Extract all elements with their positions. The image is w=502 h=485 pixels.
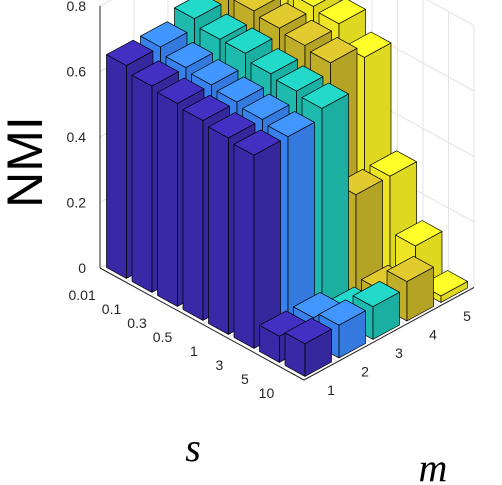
- z-tick-label: 0.6: [67, 64, 87, 80]
- axis-line: [303, 287, 475, 381]
- bar-m1-s10: [284, 317, 332, 377]
- z-tick-label: 0.8: [67, 0, 87, 14]
- bar-face-top: [250, 48, 298, 75]
- bar-face-front: [106, 54, 127, 279]
- bar-face-top: [191, 59, 239, 86]
- m-axis-label: m: [419, 445, 448, 485]
- z-tick-label: 0.2: [67, 195, 87, 211]
- bar-face-top: [216, 76, 264, 103]
- z-tick-label: 0: [78, 260, 86, 276]
- m-tick-label: 1: [327, 382, 335, 398]
- bar-face-top: [310, 37, 358, 64]
- bar-face-top: [157, 77, 205, 104]
- bar-face-front: [157, 92, 178, 307]
- bar-face-front: [182, 109, 204, 321]
- bar-face-side: [321, 93, 349, 312]
- bar-face-front: [131, 74, 153, 293]
- bar-face-top: [318, 0, 366, 25]
- bar-face-top: [284, 19, 332, 46]
- bar-face-top: [242, 93, 290, 120]
- bar-face-top: [318, 299, 366, 326]
- bar-face-top: [300, 0, 326, 7]
- axis-line: [99, 267, 305, 381]
- bar-face-front: [233, 143, 255, 349]
- bars-layer: [106, 0, 468, 377]
- bar-face-top: [131, 60, 179, 87]
- bar-face-top: [233, 129, 281, 156]
- bar-face-top: [208, 112, 256, 139]
- bar-m1-s3: [233, 129, 281, 349]
- s-tick-label: 3: [215, 357, 223, 373]
- bar-face-top: [165, 41, 213, 68]
- bar-face-top: [284, 317, 332, 345]
- s-axis-label: s: [185, 425, 201, 470]
- z-tick-label: 0.4: [67, 129, 87, 145]
- m-tick-label: 3: [395, 345, 403, 361]
- bar-face-top: [174, 0, 222, 20]
- m-tick-label: 2: [361, 363, 369, 379]
- s-tick-label: 0.5: [153, 329, 173, 345]
- bar-face-top: [386, 255, 434, 282]
- s-tick-label: 0.1: [102, 301, 122, 317]
- bar-face-top: [301, 82, 349, 109]
- bar-face-top: [395, 220, 443, 247]
- grid-line: [426, 0, 475, 26]
- bar-face-top: [259, 2, 307, 29]
- bar-face-top: [199, 13, 247, 40]
- m-tick-label: 5: [463, 308, 471, 324]
- bar-face-top: [369, 150, 417, 177]
- bar-face-top: [140, 21, 188, 48]
- s-tick-label: 10: [259, 385, 275, 401]
- s-tick-label: 1: [190, 343, 198, 359]
- bar-face-top: [276, 65, 324, 92]
- m-tick-label: 4: [429, 326, 437, 342]
- bar-face-front: [208, 126, 229, 335]
- z-axis-label: NMI: [0, 116, 53, 208]
- labels-layer: 0 0.2 0.4 0.6 0.8 0.01 0.1 0.3 0.5 1 3 5 10 1 2 3 4 5: [67, 0, 472, 401]
- bar-face-top: [182, 94, 230, 121]
- bar-face-top: [106, 39, 154, 66]
- bar-face-top: [267, 111, 315, 138]
- bar-face-top: [233, 0, 275, 12]
- s-tick-label: 5: [241, 371, 249, 387]
- bar-face-top: [225, 27, 273, 54]
- bar-face-top: [352, 280, 400, 308]
- s-tick-label: 0.01: [69, 287, 96, 303]
- s-tick-label: 0.3: [127, 315, 147, 331]
